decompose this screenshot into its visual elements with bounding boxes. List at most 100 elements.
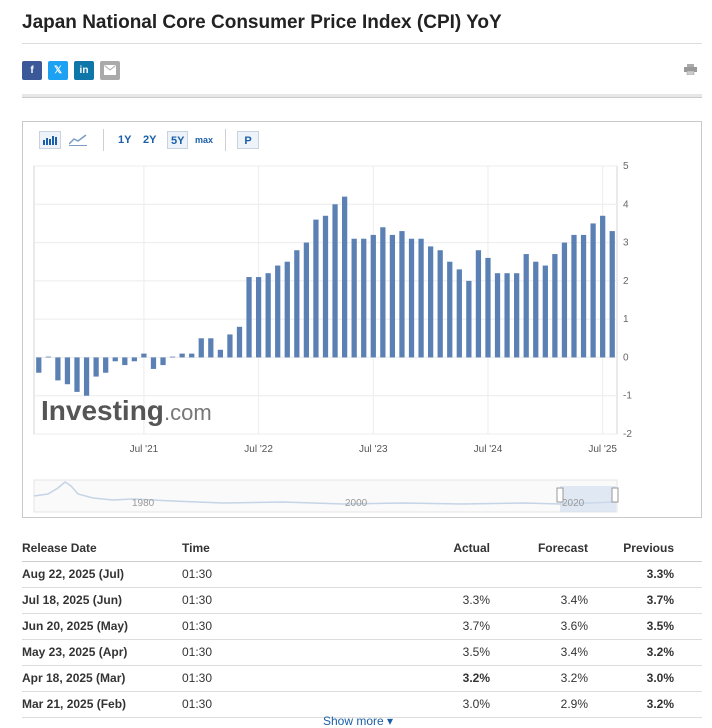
area-chart-button[interactable] bbox=[68, 131, 91, 149]
bar[interactable] bbox=[246, 277, 252, 358]
bar[interactable] bbox=[514, 273, 520, 358]
actual: 3.3% bbox=[402, 587, 490, 614]
navigator[interactable]: 1980 2000 2020 bbox=[33, 479, 619, 513]
bar[interactable] bbox=[332, 204, 338, 358]
bar[interactable] bbox=[466, 280, 472, 358]
bar[interactable] bbox=[294, 250, 300, 358]
bar[interactable] bbox=[103, 357, 109, 373]
actual: 3.7% bbox=[402, 613, 490, 640]
navigator-left-handle[interactable] bbox=[556, 487, 564, 503]
bar[interactable] bbox=[189, 353, 195, 358]
bar[interactable] bbox=[447, 261, 453, 358]
bar[interactable] bbox=[112, 357, 118, 362]
bar-chart-icon bbox=[43, 136, 57, 145]
bar[interactable] bbox=[504, 273, 510, 358]
bar[interactable] bbox=[494, 273, 501, 358]
bar[interactable] bbox=[284, 261, 290, 358]
bar[interactable] bbox=[313, 219, 319, 358]
bar[interactable] bbox=[141, 353, 147, 358]
show-more-link[interactable]: Show more ▾ bbox=[323, 714, 394, 728]
bar[interactable] bbox=[36, 357, 42, 373]
bar[interactable] bbox=[542, 265, 548, 358]
x-axis: Jul '21 Jul '22 Jul '23 Jul '24 Jul '25 bbox=[130, 444, 618, 455]
range-max-button[interactable]: max bbox=[195, 135, 214, 145]
navigator-label: 2000 bbox=[345, 498, 368, 509]
bar[interactable] bbox=[55, 357, 61, 381]
bar[interactable] bbox=[64, 357, 71, 385]
forecast: 3.6% bbox=[490, 613, 588, 640]
bar[interactable] bbox=[122, 357, 128, 366]
bar[interactable] bbox=[380, 227, 386, 358]
bar[interactable] bbox=[74, 357, 80, 392]
table-row: Jul 18, 2025 (Jun) 01:30 3.3% 3.4% 3.7% bbox=[22, 587, 702, 614]
bar[interactable] bbox=[437, 250, 443, 358]
bar[interactable] bbox=[236, 326, 243, 358]
history-table: Release Date Time Actual Forecast Previo… bbox=[22, 536, 702, 718]
bar[interactable] bbox=[198, 338, 204, 358]
bar[interactable] bbox=[370, 234, 376, 358]
navigator-right-handle[interactable] bbox=[611, 487, 619, 503]
bar[interactable] bbox=[609, 231, 615, 358]
bar[interactable] bbox=[217, 349, 223, 358]
bar[interactable] bbox=[150, 357, 157, 369]
bar[interactable] bbox=[83, 357, 90, 396]
bar[interactable] bbox=[131, 357, 137, 362]
bar[interactable] bbox=[351, 238, 357, 358]
release-date: Mar 21, 2025 (Feb) bbox=[22, 691, 182, 718]
range-1y-button[interactable]: 1Y bbox=[118, 134, 132, 146]
bar[interactable] bbox=[418, 238, 424, 358]
bar[interactable] bbox=[341, 196, 348, 358]
x-tick-label: Jul '21 bbox=[130, 444, 159, 455]
y-axis: 5 4 3 2 1 0 -1 -2 bbox=[623, 161, 632, 440]
bar[interactable] bbox=[475, 250, 482, 358]
bar[interactable] bbox=[389, 234, 396, 358]
y-tick-label: 3 bbox=[623, 238, 629, 249]
bar[interactable] bbox=[408, 238, 415, 358]
bar[interactable] bbox=[456, 269, 462, 358]
twitter-share-button[interactable]: 𝕏 bbox=[48, 61, 68, 80]
range-2y-button[interactable]: 2Y bbox=[143, 134, 157, 146]
time: 01:30 bbox=[182, 691, 402, 718]
bar[interactable] bbox=[428, 246, 434, 358]
p-button[interactable]: P bbox=[237, 131, 259, 149]
previous: 3.2% bbox=[588, 639, 702, 666]
bar[interactable] bbox=[179, 353, 185, 358]
bar[interactable] bbox=[485, 257, 491, 358]
bar[interactable] bbox=[533, 261, 539, 358]
bar[interactable] bbox=[275, 265, 281, 358]
bar[interactable] bbox=[399, 231, 405, 358]
release-date: May 23, 2025 (Apr) bbox=[22, 639, 182, 666]
print-icon[interactable] bbox=[684, 64, 697, 75]
bar[interactable] bbox=[208, 338, 214, 358]
bar[interactable] bbox=[552, 254, 558, 358]
bar[interactable] bbox=[160, 357, 166, 366]
bar[interactable] bbox=[45, 356, 51, 358]
bar[interactable] bbox=[265, 273, 271, 358]
chart-container: 1Y 2Y 5Y max P 5 4 3 2 1 0 -1 -2 Jul '21 Jul '22… bbox=[22, 121, 702, 518]
bar[interactable] bbox=[322, 215, 329, 358]
bar[interactable] bbox=[255, 277, 262, 358]
bar[interactable] bbox=[227, 334, 233, 358]
bar[interactable] bbox=[93, 357, 99, 377]
page-title: Japan National Core Consumer Price Index… bbox=[22, 12, 502, 33]
bar[interactable] bbox=[169, 356, 176, 358]
bar[interactable] bbox=[523, 254, 529, 358]
range-5y-button[interactable]: 5Y bbox=[167, 131, 189, 149]
bar[interactable] bbox=[600, 215, 606, 358]
bar[interactable] bbox=[561, 242, 568, 358]
forecast: 3.4% bbox=[490, 587, 588, 614]
toolbar-separator bbox=[225, 129, 226, 151]
bar[interactable] bbox=[361, 238, 367, 358]
bar-chart-button[interactable] bbox=[39, 131, 61, 149]
bar[interactable] bbox=[303, 242, 310, 358]
bar[interactable] bbox=[571, 234, 577, 358]
bar[interactable] bbox=[580, 234, 587, 358]
time: 01:30 bbox=[182, 639, 402, 666]
navigator-label: 2020 bbox=[562, 498, 585, 509]
facebook-share-button[interactable]: f bbox=[22, 61, 42, 80]
linkedin-share-button[interactable]: in bbox=[74, 61, 94, 80]
navigator-frame bbox=[33, 479, 618, 513]
navigator-selection[interactable] bbox=[560, 486, 616, 512]
bar[interactable] bbox=[590, 223, 596, 358]
email-share-button[interactable] bbox=[100, 61, 120, 80]
